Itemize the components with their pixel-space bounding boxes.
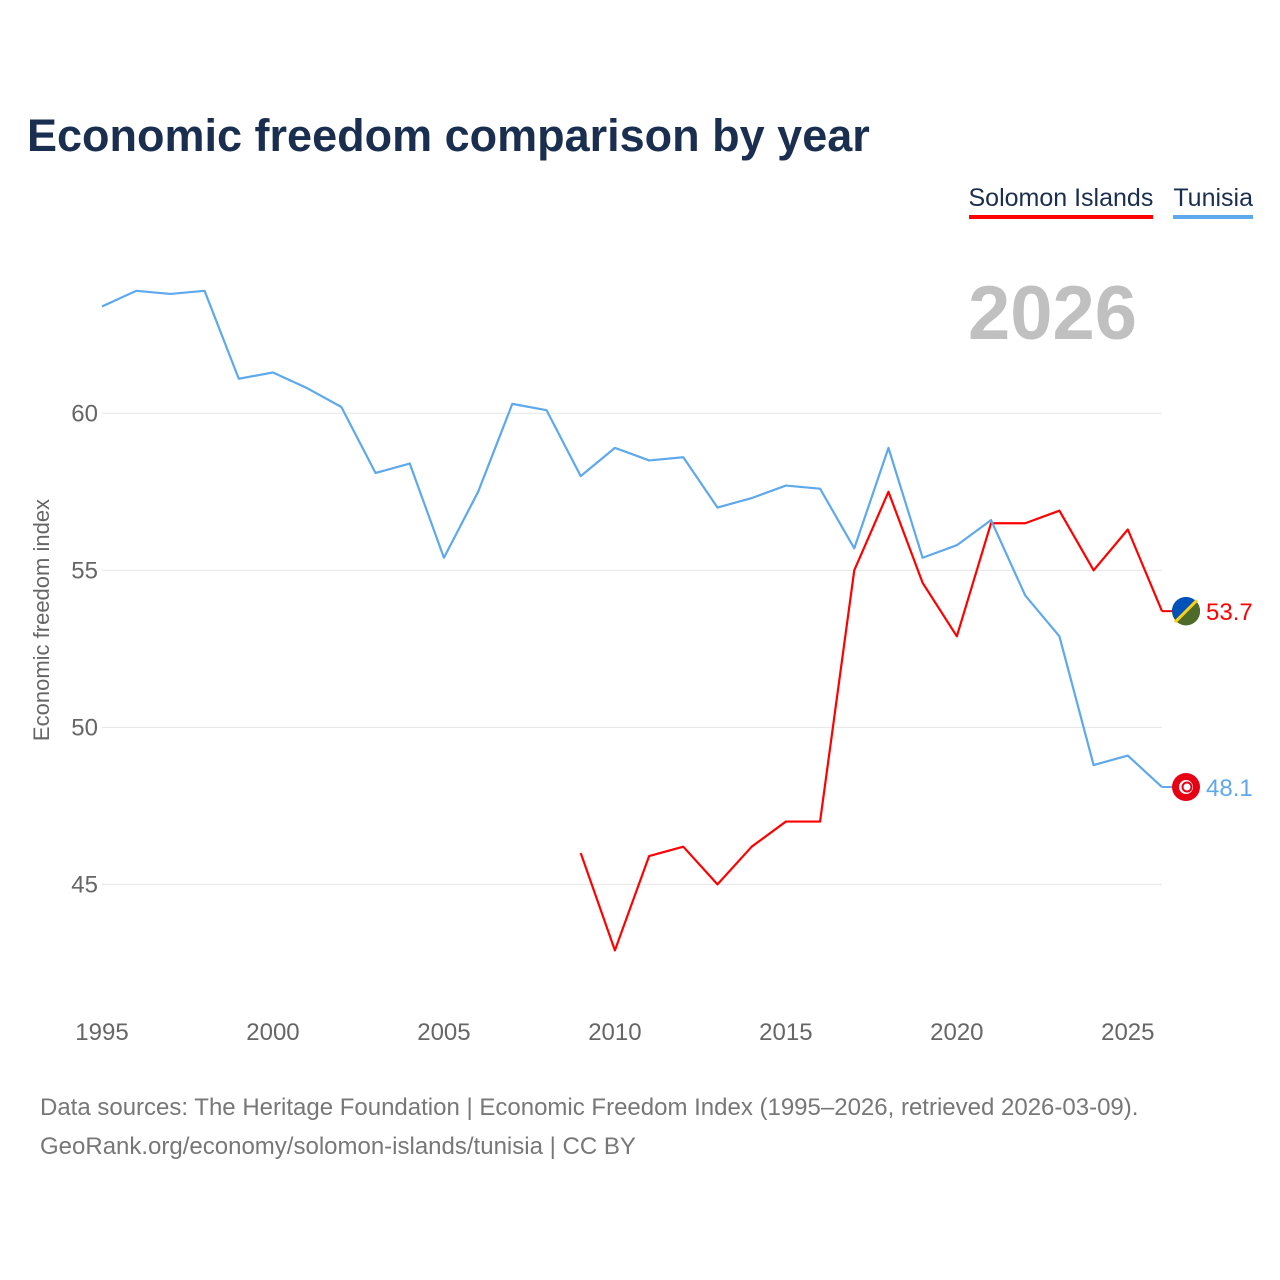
series-line-tunisia (101, 289, 1163, 788)
chart-title: Economic freedom comparison by year (27, 110, 870, 161)
y-tick-label: 55 (71, 557, 98, 584)
source-note: Data sources: The Heritage Foundation | … (40, 1094, 1139, 1121)
x-tick-label: 2010 (588, 1019, 641, 1046)
x-tick-label: 2020 (930, 1019, 983, 1046)
legend: Solomon Islands Tunisia (968, 184, 1253, 219)
legend-solomon-islands[interactable]: Solomon Islands (968, 184, 1154, 219)
x-tick-label: 1995 (75, 1019, 128, 1046)
flag-green-part (1176, 601, 1201, 626)
flag-blue-part (1171, 596, 1196, 622)
x-tick-label: 2000 (246, 1019, 299, 1046)
y-tick-label: 45 (71, 871, 98, 898)
y-tick-label: 50 (71, 714, 98, 741)
end-value-label: 53.7 (1206, 599, 1253, 626)
source-url[interactable]: GeoRank.org/economy/solomon-islands/tuni… (40, 1133, 636, 1160)
series-line-solomon-islands (579, 490, 1164, 952)
legend-tunisia[interactable]: Tunisia (1173, 184, 1253, 219)
footer: Data sources: The Heritage Foundation | … (40, 1088, 1138, 1166)
current-year-watermark: 2026 (968, 271, 1138, 356)
y-tick-label: 60 (71, 400, 98, 427)
flag-stripe (1173, 599, 1199, 624)
flag-crescent (1181, 781, 1193, 793)
end-value-label: 48.1 (1206, 775, 1253, 802)
x-tick-label: 2025 (1101, 1019, 1154, 1046)
x-tick-label: 2005 (417, 1019, 470, 1046)
x-tick-label: 2015 (759, 1019, 812, 1046)
